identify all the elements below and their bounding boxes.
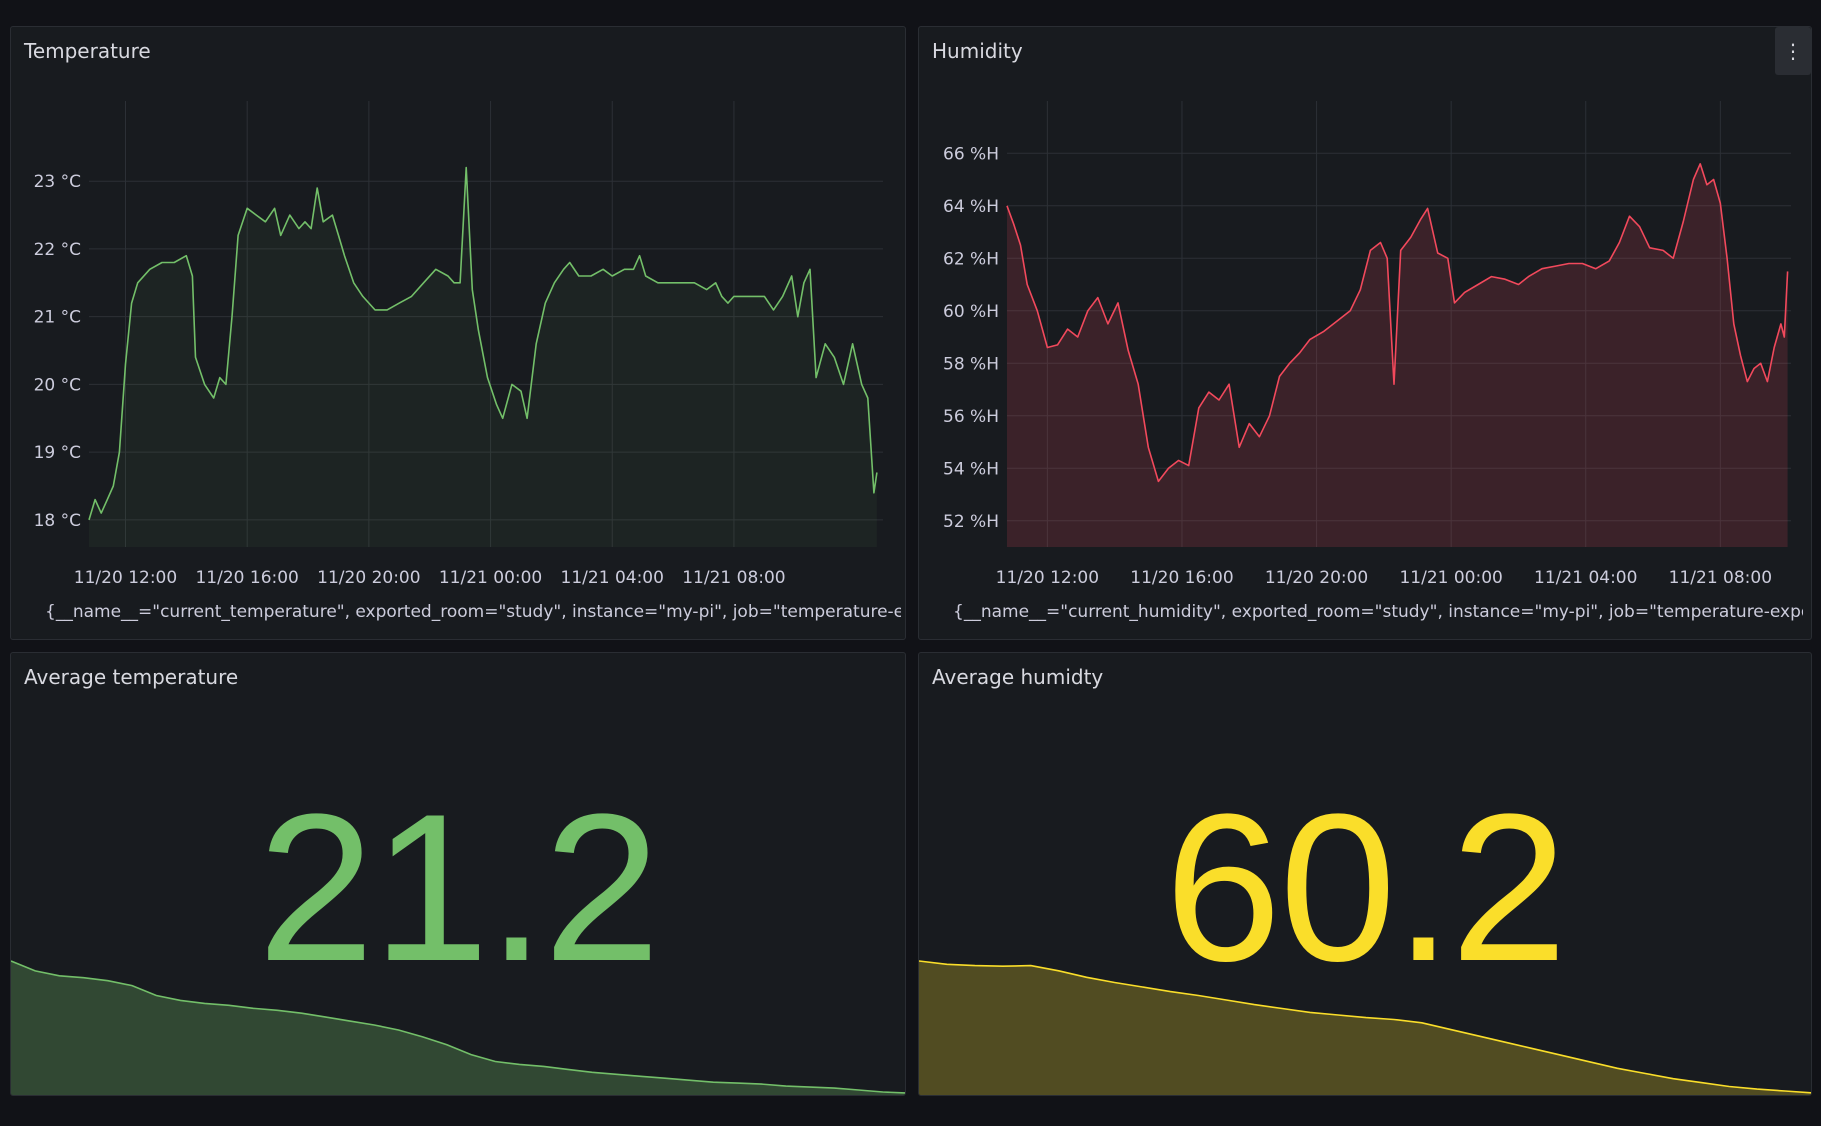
y-tick-label: 18 °C [34,511,81,531]
panel-title: Average humidty [932,665,1104,689]
y-tick-label: 64 %H [943,197,999,217]
humidity-chart[interactable]: 66 %H 64 %H 62 %H 60 %H 58 %H 56 %H 54 %H 52 %H… [919,27,1812,640]
y-tick-label: 62 %H [943,249,999,269]
stat-value: 21.2 [257,770,661,1005]
x-tick-label: 11/20 16:00 [1130,568,1233,588]
panel-menu-button[interactable]: ⋮ [1775,27,1811,75]
panel-title: Humidity [932,39,1023,63]
x-tick-label: 11/20 20:00 [317,568,420,588]
x-tick-label: 11/20 12:00 [74,568,177,588]
average-humidity-panel: Average humidty 60.2 [918,652,1812,1096]
sparkline-area [11,961,905,1095]
series-area [1007,163,1788,548]
y-tick-label: 66 %H [943,144,999,164]
y-tick-label: 52 %H [943,512,999,532]
panel-title: Temperature [24,39,151,63]
temperature-panel: Temperature 23 °C 22 °C 21 °C 20 °C 19 °C 18 … [10,26,906,640]
y-tick-label: 22 °C [34,240,81,260]
x-tick-label: 11/21 08:00 [682,568,785,588]
temperature-chart[interactable]: 23 °C 22 °C 21 °C 20 °C 19 °C 18 °C 11/20 12:0… [11,27,906,640]
vertical-ellipsis-icon: ⋮ [1783,39,1803,63]
chart-legend[interactable]: {__name__="current_temperature", exporte… [31,602,901,622]
series-line [1006,163,1789,483]
grid-lines [1007,101,1791,547]
grid-lines [89,101,883,547]
average-temperature-panel: Average temperature 21.2 [10,652,906,1096]
y-tick-label: 60 %H [943,302,999,322]
legend-label: {__name__="current_humidity", exported_r… [953,602,1803,622]
y-tick-label: 23 °C [34,172,81,192]
x-tick-label: 11/21 08:00 [1669,568,1772,588]
y-tick-label: 56 %H [943,407,999,427]
y-tick-label: 54 %H [943,459,999,479]
stat-value: 60.2 [1164,770,1568,1005]
panel-title: Average temperature [24,665,239,689]
y-tick-label: 20 °C [34,375,81,395]
x-tick-label: 11/20 20:00 [1265,568,1368,588]
chart-legend[interactable]: {__name__="current_humidity", exported_r… [939,602,1803,622]
x-tick-label: 11/21 00:00 [1399,568,1502,588]
series-line [88,166,878,521]
x-tick-label: 11/20 16:00 [195,568,298,588]
y-tick-label: 21 °C [34,308,81,328]
x-tick-label: 11/21 04:00 [561,568,664,588]
x-tick-label: 11/20 12:00 [996,568,1099,588]
y-tick-label: 19 °C [34,443,81,463]
avg-temperature-sparkline [11,960,905,1095]
sparkline-line [919,960,1811,1094]
avg-humidity-sparkline [919,960,1811,1095]
legend-label: {__name__="current_temperature", exporte… [45,602,901,622]
x-tick-label: 11/21 04:00 [1534,568,1637,588]
x-tick-label: 11/21 00:00 [439,568,542,588]
sparkline-line [11,960,905,1094]
y-tick-label: 58 %H [943,354,999,374]
humidity-panel: Humidity ⋮ 66 %H 64 %H 62 %H 60 %H 58 %H 56 %… [918,26,1812,640]
